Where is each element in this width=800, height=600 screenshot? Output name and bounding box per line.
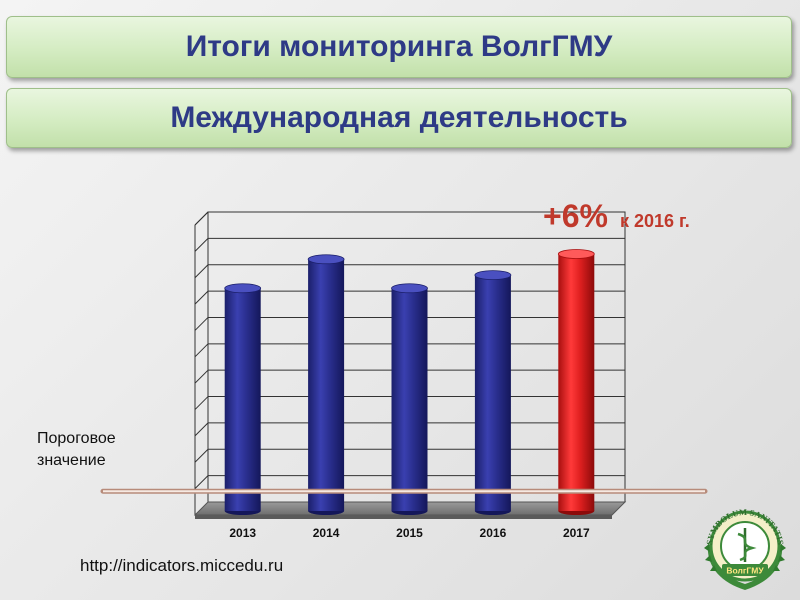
threshold-label-line2: значение: [37, 452, 106, 469]
university-logo: SYMBOLUM SANITATIS ВолгГМУ: [704, 507, 786, 590]
bar-2014: [307, 254, 345, 515]
title-banner: Итоги мониторинга ВолгГМУ: [6, 16, 792, 78]
svg-text:ВолгГМУ: ВолгГМУ: [726, 566, 764, 576]
change-annotation: +6%: [543, 198, 608, 234]
bar-2017: [557, 249, 595, 515]
x-tick-2015: 2015: [396, 526, 423, 540]
page-title: Итоги мониторинга ВолгГМУ: [185, 30, 613, 63]
page-subtitle: Международная деятельность: [170, 101, 628, 134]
x-tick-2017: 2017: [563, 526, 590, 540]
x-tick-2014: 2014: [313, 526, 340, 540]
bar-2016: [474, 270, 512, 515]
x-tick-2013: 2013: [229, 526, 256, 540]
subtitle-banner: Международная деятельность: [6, 88, 792, 148]
bar-2015: [391, 283, 428, 515]
bar-2013: [224, 283, 262, 515]
source-url: http://indicators.miccedu.ru: [80, 556, 284, 575]
change-reference: к 2016 г.: [620, 211, 690, 231]
chart-bars: [224, 249, 595, 515]
chart-x-ticks: 2013 2014 2015 2016 2017: [229, 526, 590, 540]
threshold-label-line1: Пороговое: [37, 430, 116, 447]
threshold-label: Пороговое значение: [37, 428, 116, 472]
x-tick-2016: 2016: [480, 526, 507, 540]
